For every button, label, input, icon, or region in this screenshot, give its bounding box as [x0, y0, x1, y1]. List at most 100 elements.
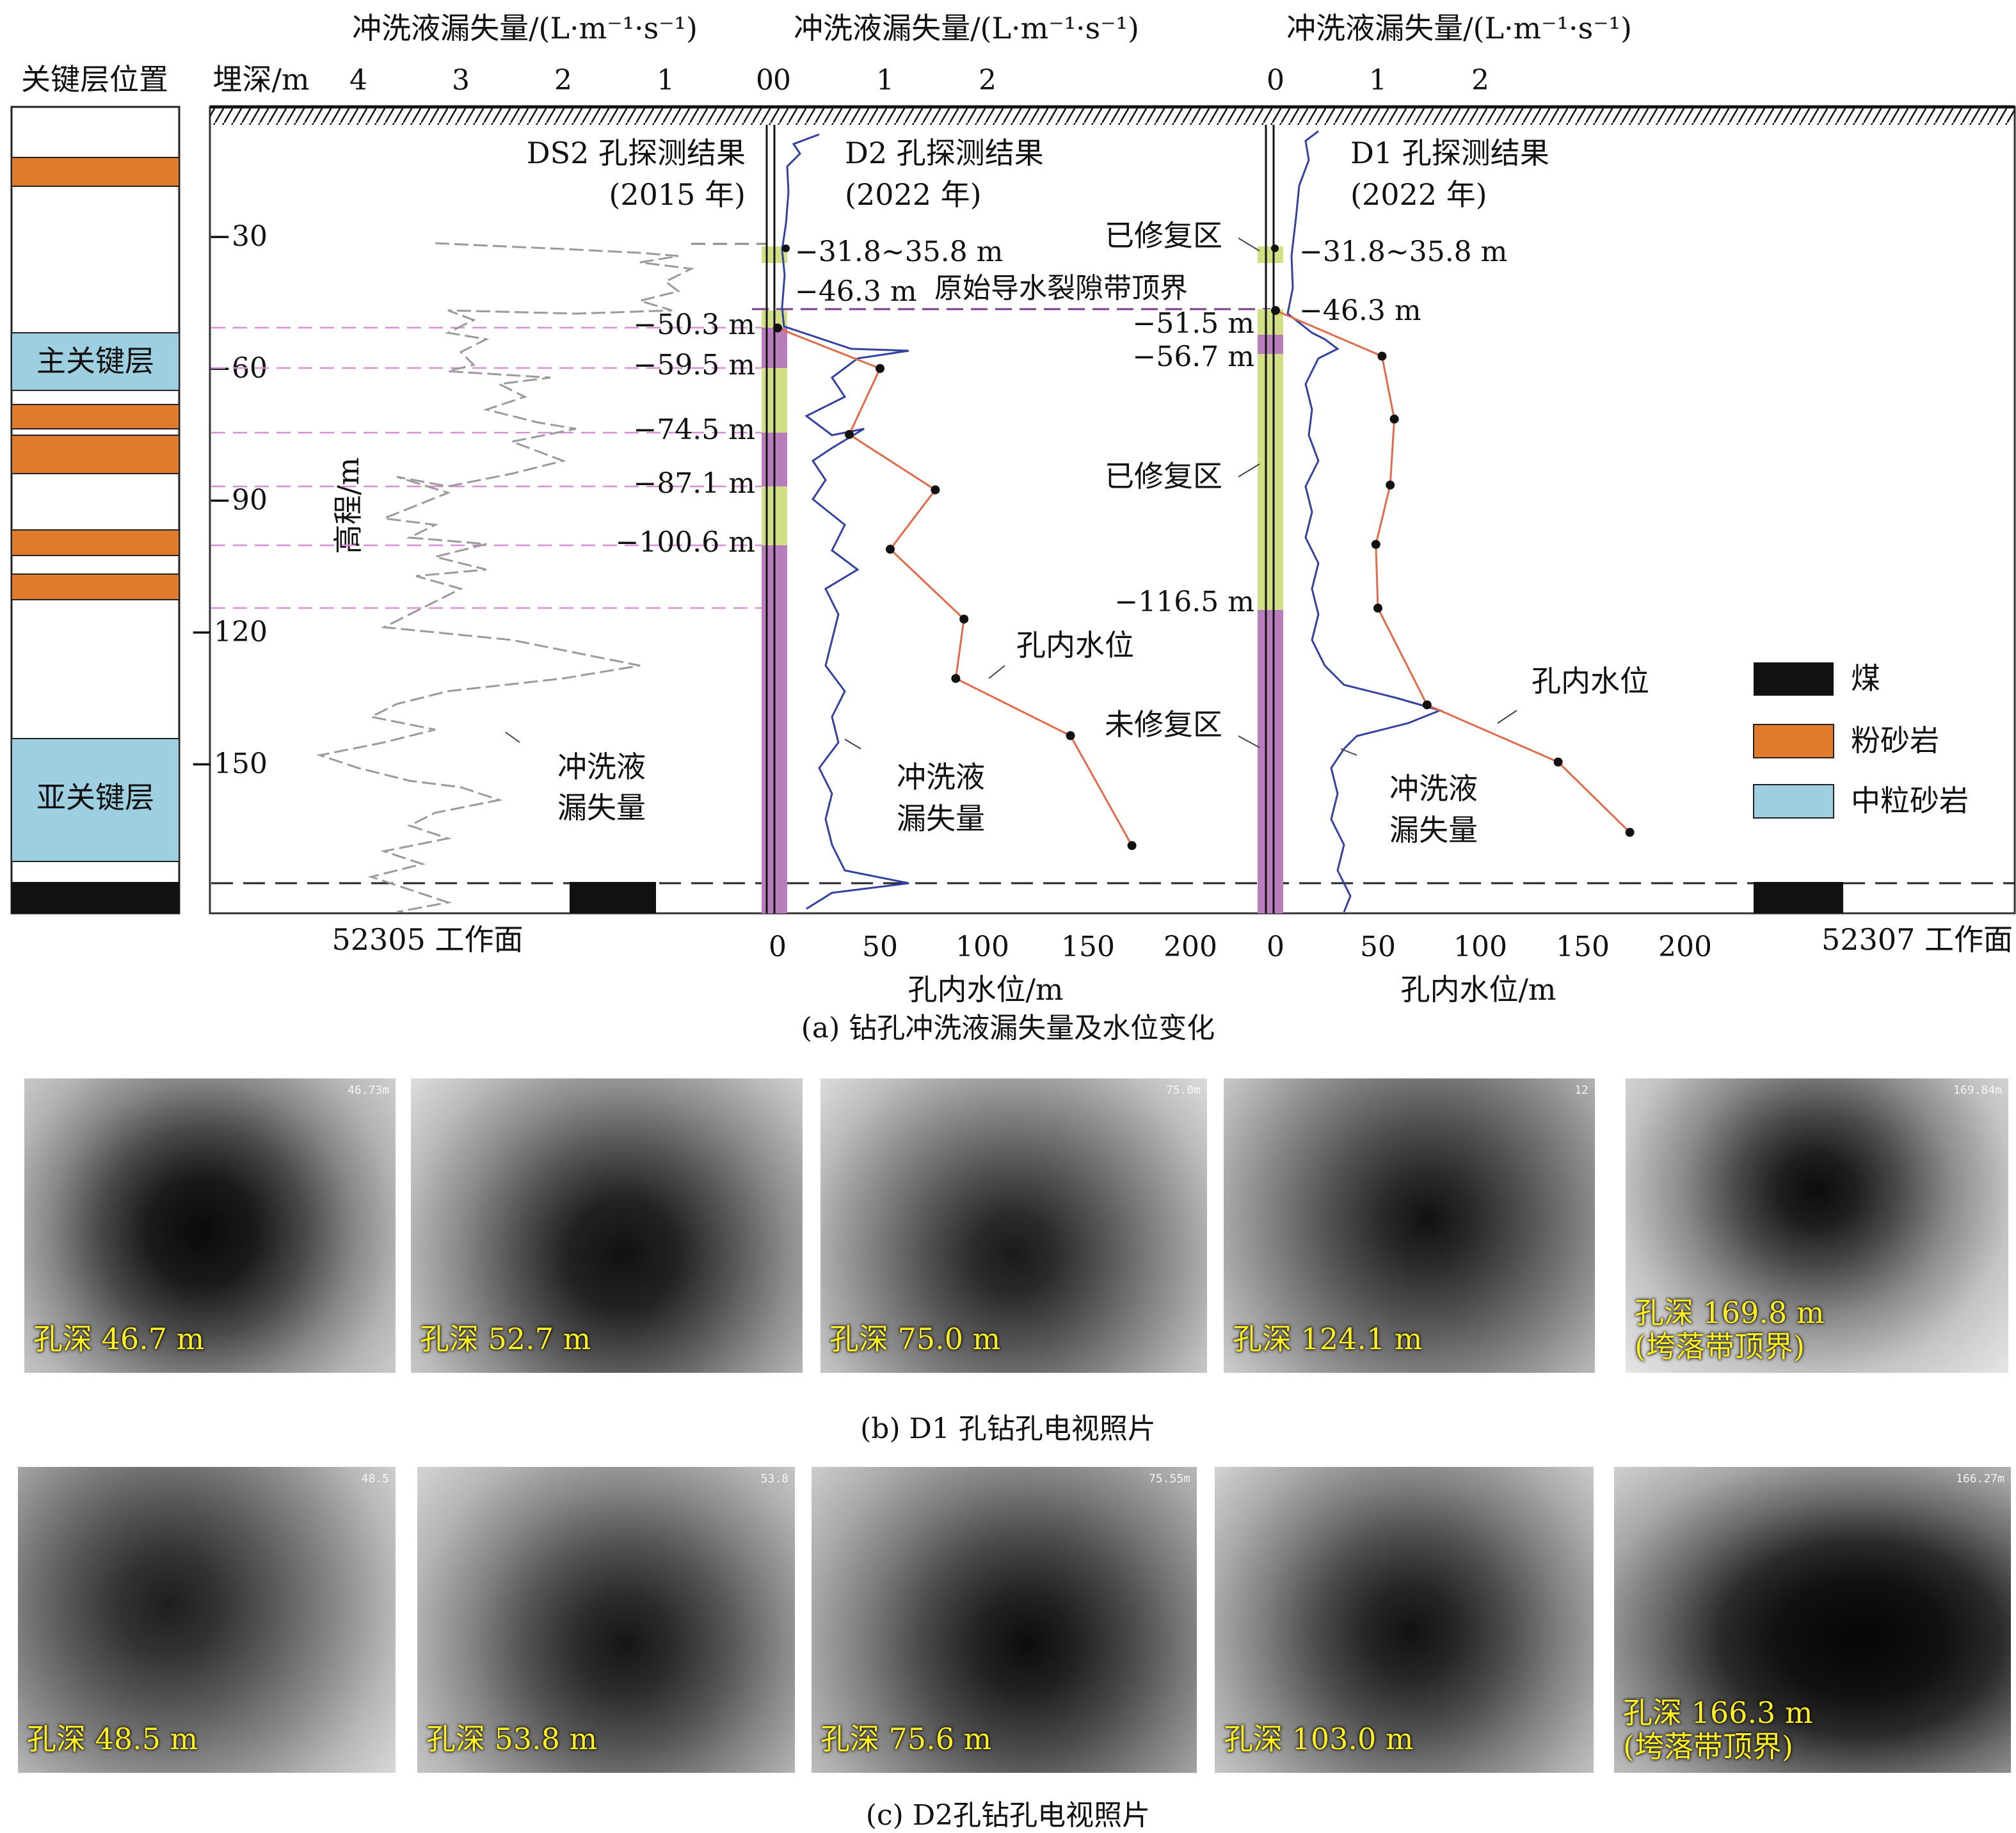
photo-depth-label: 孔深 103.0 m	[1224, 1722, 1414, 1757]
d2-depth-label: −31.8~35.8 m	[795, 236, 1003, 268]
d2-bottom-ticks: 0 50 100 150 200	[769, 931, 1217, 963]
elevation-ticks: −30 −60 −90 −120 −150	[190, 220, 268, 780]
d1-hole-column	[1258, 125, 1283, 913]
d2-boundary-label: 原始导水裂隙带顶界	[934, 272, 1188, 305]
strata-column: 主关键层 亚关键层	[10, 106, 180, 915]
photo-depth-label: 孔深 166.3 m (垮落带顶界)	[1623, 1696, 1813, 1764]
water-level-point	[876, 364, 884, 373]
ds2-top-tick: 0	[756, 64, 774, 97]
ds2-top-tick: 3	[452, 64, 470, 97]
borehole-photo: 75.55m 孔深 75.6 m	[812, 1467, 1197, 1773]
d1-depth-label: −46.3 m	[1299, 294, 1421, 327]
legend: 煤 粉砂岩 中粒砂岩	[1753, 661, 1969, 819]
water-level-point	[1389, 414, 1399, 424]
ds2-coal-block	[570, 882, 656, 913]
ds2-top-axis-title: 冲洗液漏失量/(L·m⁻¹·s⁻¹)	[352, 11, 698, 45]
d2-top-tick: 1	[876, 64, 894, 97]
d2-result-label: D2 孔探测结果	[845, 136, 1044, 170]
d2-hole-column	[762, 125, 787, 913]
photo-depth-stamp: 48.5	[361, 1472, 389, 1485]
siltstone-layer	[11, 157, 180, 187]
photo-depth-stamp: 53.8	[760, 1472, 788, 1485]
ds2-result-label: DS2 孔探测结果	[527, 136, 746, 170]
borehole-photo: 166.27m 孔深 166.3 m (垮落带顶界)	[1614, 1467, 2011, 1773]
legend-coal-swatch	[1754, 662, 1834, 696]
d1-bottom-axis-title: 孔内水位/m	[1400, 972, 1556, 1007]
d2-bottom-tick: 0	[769, 931, 787, 963]
water-level-point	[1371, 540, 1380, 549]
water-level-point	[1271, 306, 1280, 316]
main-key-layer-label: 主关键层	[36, 344, 154, 378]
siltstone-layer	[11, 404, 180, 429]
ds2-top-tick: 1	[657, 64, 675, 97]
water-level-point	[1373, 604, 1382, 613]
ds2-curve-label-1: 冲洗液	[557, 749, 646, 784]
borehole-photo: 46.73m 孔深 46.7 m	[24, 1078, 396, 1373]
d1-top-tick: 2	[1471, 64, 1489, 97]
ds2-result-year: (2015 年)	[609, 177, 746, 212]
photo-depth-label: 孔深 124.1 m	[1233, 1322, 1423, 1357]
elevation-tick: −120	[190, 616, 268, 648]
legend-coal: 煤	[1851, 661, 1880, 696]
d2-bottom-tick: 50	[862, 931, 898, 963]
d1-zone-label: 已修复区	[1105, 218, 1222, 253]
photo-depth-label: 孔深 52.7 m	[420, 1322, 591, 1357]
d1-curve-label-2: 漏失量	[1389, 813, 1478, 847]
d1-result-year: (2022 年)	[1350, 177, 1487, 212]
d1-curve-pointer	[1340, 748, 1357, 756]
d2-bottom-tick: 150	[1061, 931, 1115, 963]
d2-depth-label: −100.6 m	[615, 526, 755, 559]
d1-coal-block	[1754, 882, 1843, 913]
d1-bottom-tick: 0	[1267, 931, 1284, 963]
elevation-axis-label: 高程/m	[331, 457, 365, 554]
d1-top-tick: 0	[1267, 64, 1284, 97]
d1-water-level	[1271, 306, 1635, 837]
d1-bottom-ticks: 0 50 100 150 200	[1267, 931, 1712, 963]
d1-depth-label: −56.7 m	[1132, 340, 1254, 373]
d1-top-axis-title: 冲洗液漏失量/(L·m⁻¹·s⁻¹)	[1286, 11, 1632, 45]
legend-medium-sandstone-swatch	[1753, 784, 1834, 819]
d1-water-pointer	[1497, 710, 1517, 724]
borehole-photo: 12 孔深 124.1 m	[1224, 1078, 1595, 1373]
borehole-photo: 75.0m 孔深 75.0 m	[820, 1078, 1207, 1373]
photo-zone-note: (垮落带顶界)	[1623, 1729, 1793, 1765]
photo-depth-stamp: 75.55m	[1148, 1472, 1190, 1485]
coal-seam	[12, 882, 179, 913]
photo-depth-label: 孔深 53.8 m	[426, 1722, 598, 1757]
photo-depth-stamp: 12	[1574, 1084, 1588, 1097]
d2-curve-pointer	[844, 739, 861, 749]
photo-zone-note: (垮落带顶界)	[1635, 1329, 1805, 1365]
d2-curve-label-1: 冲洗液	[897, 760, 985, 794]
photo-depth-value: 孔深 169.8 m	[1635, 1295, 1825, 1331]
d1-depth-label: −51.5 m	[1132, 307, 1254, 340]
d1-zone-label: 已修复区	[1105, 459, 1222, 493]
borehole-photo: 53.8 孔深 53.8 m	[417, 1467, 795, 1773]
key-layer-dashes	[211, 326, 767, 609]
water-level-point	[959, 614, 969, 624]
water-level-point	[1127, 841, 1137, 851]
water-level-line	[1275, 309, 1631, 833]
main-key-layer	[11, 332, 180, 391]
figure-a-borehole-chart: 关键层位置 主关键层 亚关键层 冲洗液漏失量/(L·m⁻¹·s⁻¹) 冲洗液漏失…	[10, 11, 2016, 1007]
photo-depth-label: 孔深 75.6 m	[820, 1722, 992, 1757]
photo-depth-stamp: 46.73m	[347, 1084, 389, 1097]
d2-depth-label: −46.3 m	[795, 275, 917, 308]
d1-zone-label: 未修复区	[1105, 707, 1222, 742]
ds2-curve-pointer	[505, 732, 520, 743]
d1-depth-label: −116.5 m	[1114, 586, 1254, 618]
figure-a-caption: (a) 钻孔冲洗液漏失量及水位变化	[801, 1012, 1215, 1045]
d1-curve-label-1: 冲洗液	[1389, 771, 1478, 806]
d1-top-ticks: 0 1 2	[1267, 64, 1489, 97]
borehole-photo: 169.84m 孔深 169.8 m (垮落带顶界)	[1626, 1078, 2008, 1373]
photo-depth-label: 孔深 48.5 m	[27, 1722, 198, 1757]
ds2-curve-label-2: 漏失量	[557, 790, 646, 825]
d2-depth-label: −50.3 m	[633, 308, 755, 341]
d2-top-tick: 0	[773, 64, 791, 97]
ds2-top-tick: 2	[554, 64, 572, 97]
strata-header: 关键层位置	[21, 62, 168, 97]
water-level-point	[845, 429, 854, 439]
water-level-point	[951, 674, 961, 684]
d2-bottom-tick: 200	[1164, 931, 1217, 963]
legend-siltstone-swatch	[1753, 724, 1834, 758]
d1-bottom-tick: 100	[1453, 931, 1507, 963]
